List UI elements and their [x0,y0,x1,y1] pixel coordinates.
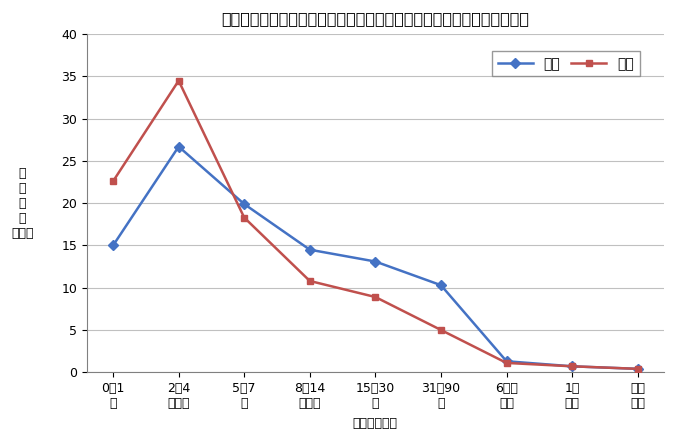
女性 [109,179,117,184]
Title: 性・死後経過日数別の自宅住居死亡単身世帯者数構成割合（令和元年）: 性・死後経過日数別の自宅住居死亡単身世帯者数構成割合（令和元年） [221,11,529,26]
男性 [175,144,183,149]
男性 [371,259,379,264]
女性 [175,78,183,83]
Y-axis label: 構
成
割
合
（％）: 構 成 割 合 （％） [11,167,34,240]
Line: 男性: 男性 [109,143,641,372]
Line: 女性: 女性 [109,77,641,372]
女性 [240,215,248,220]
男性 [568,364,576,369]
女性 [437,327,445,333]
男性 [634,366,642,371]
男性 [240,202,248,207]
X-axis label: 死後経過日数: 死後経過日数 [353,417,398,430]
女性 [634,366,642,371]
男性 [109,243,117,248]
Legend: 男性, 女性: 男性, 女性 [492,51,640,76]
女性 [306,278,314,284]
男性 [502,359,510,364]
男性 [437,283,445,288]
女性 [371,295,379,300]
女性 [568,364,576,369]
女性 [502,360,510,366]
男性 [306,247,314,252]
